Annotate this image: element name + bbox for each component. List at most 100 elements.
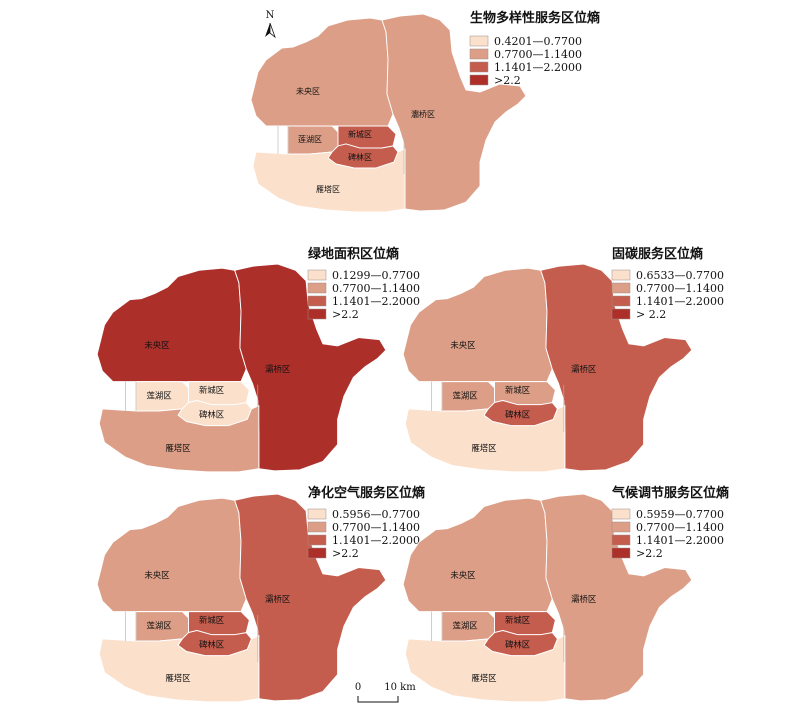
district-label-baqiao: 灞桥区 bbox=[265, 594, 290, 604]
legend-swatch-4 bbox=[307, 547, 327, 559]
district-yanta bbox=[404, 635, 566, 703]
legend-swatch-2 bbox=[469, 48, 489, 60]
legend: 0.1299—0.77000.7700—1.14001.1401—2.2000>… bbox=[307, 269, 420, 321]
district-label-weiyang: 未央区 bbox=[296, 86, 320, 96]
legend-swatch-4 bbox=[307, 308, 327, 320]
panel-title: 生物多样性服务区位熵 bbox=[470, 10, 600, 26]
scale-end-label: 10 km bbox=[384, 682, 416, 693]
legend-label-2: 0.7700—1.1400 bbox=[636, 521, 724, 534]
legend-swatch-1 bbox=[469, 35, 489, 47]
legend-swatch-4 bbox=[611, 308, 631, 320]
district-label-yanta: 雁塔区 bbox=[316, 184, 340, 194]
legend-swatch-3 bbox=[469, 61, 489, 73]
district-yanta bbox=[404, 405, 566, 473]
legend-swatch-1 bbox=[611, 508, 631, 520]
district-label-yanta: 雁塔区 bbox=[165, 443, 190, 453]
panel-title: 固碳服务区位熵 bbox=[612, 246, 703, 262]
district-label-lianhu: 莲湖区 bbox=[453, 620, 478, 630]
district-label-xincheng: 新城区 bbox=[505, 615, 530, 625]
district-label-weiyang: 未央区 bbox=[450, 570, 475, 580]
legend-swatch-3 bbox=[611, 534, 631, 546]
legend: 0.6533—0.77000.7700—1.14001.1401—2.2000>… bbox=[611, 269, 724, 321]
district-weiyang bbox=[402, 497, 553, 613]
district-label-baqiao: 灞桥区 bbox=[571, 364, 596, 374]
legend-label-1: 0.4201—0.7700 bbox=[494, 35, 582, 48]
district-label-baqiao: 灞桥区 bbox=[411, 109, 435, 119]
district-label-beilin: 碑林区 bbox=[505, 639, 530, 649]
district-label-lianhu: 莲湖区 bbox=[298, 134, 322, 144]
district-yanta bbox=[252, 148, 406, 213]
legend-label-4: > 2.2 bbox=[636, 308, 666, 321]
legend-label-4: >2.2 bbox=[494, 74, 521, 87]
legend-label-4: >2.2 bbox=[636, 547, 663, 560]
scale-zero-label: 0 bbox=[355, 682, 361, 693]
legend-swatch-2 bbox=[307, 282, 327, 294]
north-label: N bbox=[266, 10, 275, 21]
legend-label-4: >2.2 bbox=[332, 308, 359, 321]
district-yanta bbox=[98, 635, 260, 703]
district-yanta bbox=[98, 405, 260, 473]
legend-swatch-1 bbox=[307, 269, 327, 281]
north-arrow-icon bbox=[265, 23, 270, 37]
legend-swatch-1 bbox=[611, 269, 631, 281]
district-label-lianhu: 莲湖区 bbox=[147, 390, 172, 400]
legend-swatch-2 bbox=[611, 521, 631, 533]
legend-swatch-4 bbox=[469, 74, 489, 86]
legend-label-3: 1.1401—2.2000 bbox=[332, 534, 420, 547]
district-label-xincheng: 新城区 bbox=[505, 385, 530, 395]
legend-label-3: 1.1401—2.2000 bbox=[636, 534, 724, 547]
legend-label-3: 1.1401—2.2000 bbox=[332, 295, 420, 308]
map-panels: 未央区灞桥区莲湖区新城区碑林区雁塔区生物多样性服务区位熵0.4201—0.770… bbox=[96, 10, 729, 703]
legend: 0.5959—0.77000.7700—1.14001.1401—2.2000>… bbox=[611, 508, 724, 560]
legend-swatch-2 bbox=[307, 521, 327, 533]
legend-label-1: 0.6533—0.7700 bbox=[636, 269, 724, 282]
panel-title: 净化空气服务区位熵 bbox=[308, 485, 425, 501]
legend: 0.4201—0.77000.7700—1.14001.1401—2.2000>… bbox=[469, 35, 582, 87]
legend-label-2: 0.7700—1.1400 bbox=[332, 521, 420, 534]
district-label-beilin: 碑林区 bbox=[199, 409, 224, 419]
district-label-lianhu: 莲湖区 bbox=[453, 390, 478, 400]
legend-swatch-1 bbox=[307, 508, 327, 520]
legend-label-2: 0.7700—1.1400 bbox=[332, 282, 420, 295]
district-label-xincheng: 新城区 bbox=[199, 385, 224, 395]
legend-swatch-3 bbox=[307, 295, 327, 307]
scale-bar-line bbox=[357, 696, 399, 703]
legend-label-3: 1.1401—2.2000 bbox=[636, 295, 724, 308]
legend: 0.5956—0.77000.7700—1.14001.1401—2.2000>… bbox=[307, 508, 420, 560]
legend-label-1: 0.1299—0.7700 bbox=[332, 269, 420, 282]
legend-swatch-4 bbox=[611, 547, 631, 559]
district-label-baqiao: 灞桥区 bbox=[265, 364, 290, 374]
panel-title: 绿地面积区位熵 bbox=[308, 246, 399, 262]
district-label-beilin: 碑林区 bbox=[505, 409, 530, 419]
district-label-weiyang: 未央区 bbox=[144, 340, 169, 350]
legend-label-2: 0.7700—1.1400 bbox=[636, 282, 724, 295]
district-label-weiyang: 未央区 bbox=[450, 340, 475, 350]
panel-title: 气候调节服务区位熵 bbox=[612, 485, 729, 501]
district-label-yanta: 雁塔区 bbox=[471, 443, 496, 453]
legend-swatch-3 bbox=[611, 295, 631, 307]
district-label-yanta: 雁塔区 bbox=[471, 673, 496, 683]
district-label-xincheng: 新城区 bbox=[348, 129, 372, 139]
district-label-weiyang: 未央区 bbox=[144, 570, 169, 580]
district-label-lianhu: 莲湖区 bbox=[147, 620, 172, 630]
scale-bar: 0 10 km bbox=[355, 682, 416, 703]
district-label-yanta: 雁塔区 bbox=[165, 673, 190, 683]
legend-label-3: 1.1401—2.2000 bbox=[494, 61, 582, 74]
legend-label-1: 0.5959—0.7700 bbox=[636, 508, 724, 521]
district-label-beilin: 碑林区 bbox=[348, 152, 372, 162]
district-label-xincheng: 新城区 bbox=[199, 615, 224, 625]
district-label-baqiao: 灞桥区 bbox=[571, 594, 596, 604]
north-arrow: N bbox=[265, 10, 276, 39]
district-baqiao bbox=[381, 13, 527, 212]
legend-label-1: 0.5956—0.7700 bbox=[332, 508, 420, 521]
